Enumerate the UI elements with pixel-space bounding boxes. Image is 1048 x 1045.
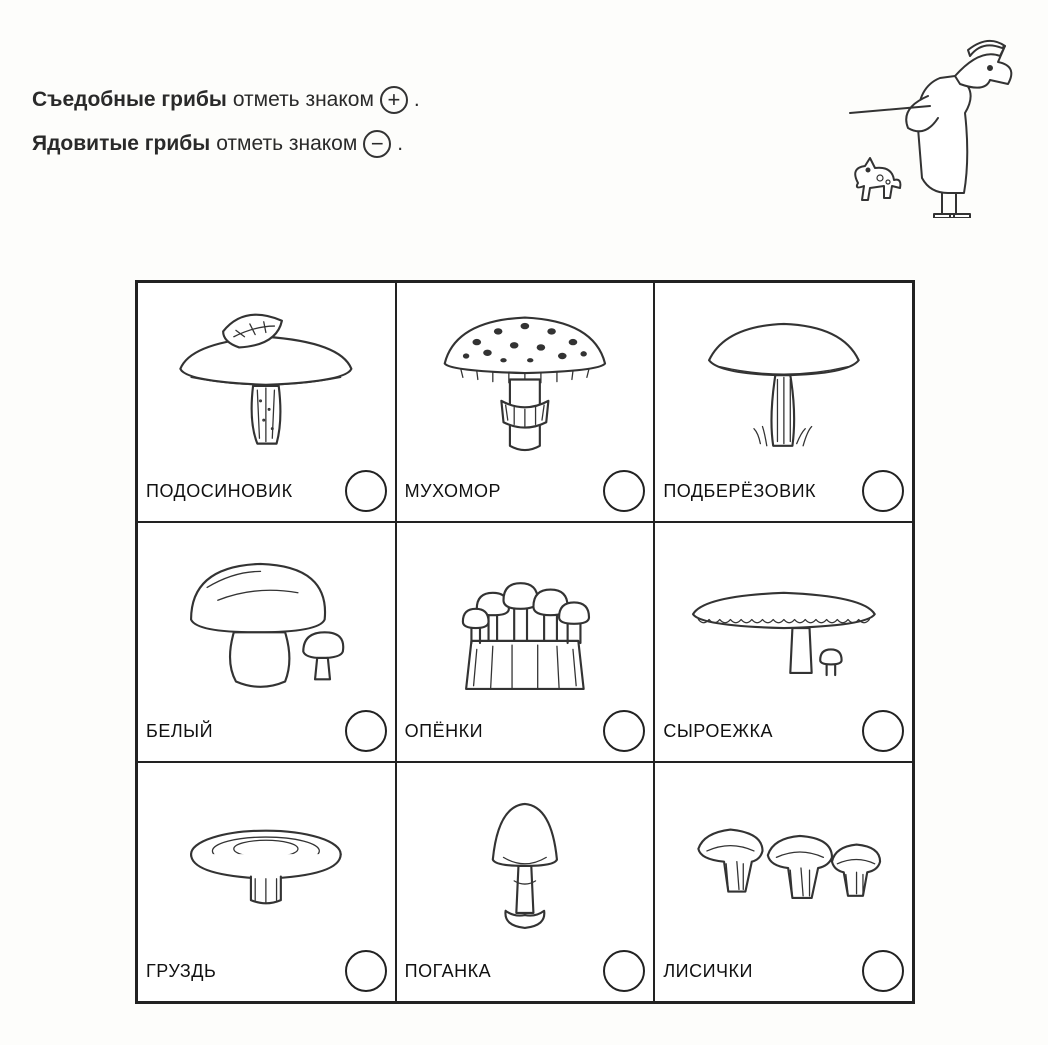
label-belyy: БЕЛЫЙ: [146, 721, 213, 742]
plus-sign-icon: +: [380, 86, 408, 114]
answer-circle-poganka[interactable]: [603, 950, 645, 992]
cell-mukhomor: МУХОМОР: [396, 282, 655, 522]
answer-circle-openki[interactable]: [603, 710, 645, 752]
cell-podosinovik: ПОДОСИНОВИК: [137, 282, 396, 522]
label-lisichki: ЛИСИЧКИ: [663, 961, 753, 982]
poison-rest: отметь знаком: [216, 122, 357, 166]
mushroom-gruzd-icon: [146, 769, 387, 949]
label-podberezovik: ПОДБЕРЁЗОВИК: [663, 481, 816, 502]
cell-gruzd: ГРУЗДЬ: [137, 762, 396, 1002]
mushroom-podosinovik-icon: [146, 289, 387, 469]
instructions-block: Съедобные грибы отметь знаком + . Ядовит…: [32, 78, 420, 166]
poison-bold: Ядовитые грибы: [32, 122, 210, 166]
edible-rest: отметь знаком: [233, 78, 374, 122]
label-syroezhka: СЫРОЕЖКА: [663, 721, 773, 742]
answer-circle-belyy[interactable]: [345, 710, 387, 752]
answer-circle-mukhomor[interactable]: [603, 470, 645, 512]
answer-circle-syroezhka[interactable]: [862, 710, 904, 752]
mushroom-poganka-icon: [405, 769, 646, 949]
label-mukhomor: МУХОМОР: [405, 481, 501, 502]
cell-syroezhka: СЫРОЕЖКА: [654, 522, 913, 762]
mushroom-grid: ПОДОСИНОВИК: [135, 280, 915, 1004]
label-podosinovik: ПОДОСИНОВИК: [146, 481, 293, 502]
mushroom-syroezhka-icon: [663, 529, 904, 709]
instruction-line-edible: Съедобные грибы отметь знаком + .: [32, 78, 420, 122]
answer-circle-podberezovik[interactable]: [862, 470, 904, 512]
label-gruzd: ГРУЗДЬ: [146, 961, 216, 982]
label-poganka: ПОГАНКА: [405, 961, 491, 982]
edible-period: .: [414, 78, 420, 122]
mushroom-lisichki-icon: [663, 769, 904, 949]
mushroom-openki-icon: [405, 529, 646, 709]
cell-belyy: БЕЛЫЙ: [137, 522, 396, 762]
label-openki: ОПЁНКИ: [405, 721, 483, 742]
answer-circle-lisichki[interactable]: [862, 950, 904, 992]
mushroom-mukhomor-icon: [405, 289, 646, 469]
edible-bold: Съедобные грибы: [32, 78, 227, 122]
mushroom-belyy-icon: [146, 529, 387, 709]
mushroom-podberezovik-icon: [663, 289, 904, 469]
answer-circle-gruzd[interactable]: [345, 950, 387, 992]
instruction-line-poison: Ядовитые грибы отметь знаком − .: [32, 122, 420, 166]
answer-circle-podosinovik[interactable]: [345, 470, 387, 512]
minus-sign-icon: −: [363, 130, 391, 158]
poison-period: .: [397, 122, 403, 166]
cell-podberezovik: ПОДБЕРЁЗОВИК: [654, 282, 913, 522]
cell-openki: ОПЁНКИ: [396, 522, 655, 762]
decor-character-icon: [830, 18, 1030, 218]
cell-poganka: ПОГАНКА: [396, 762, 655, 1002]
cell-lisichki: ЛИСИЧКИ: [654, 762, 913, 1002]
